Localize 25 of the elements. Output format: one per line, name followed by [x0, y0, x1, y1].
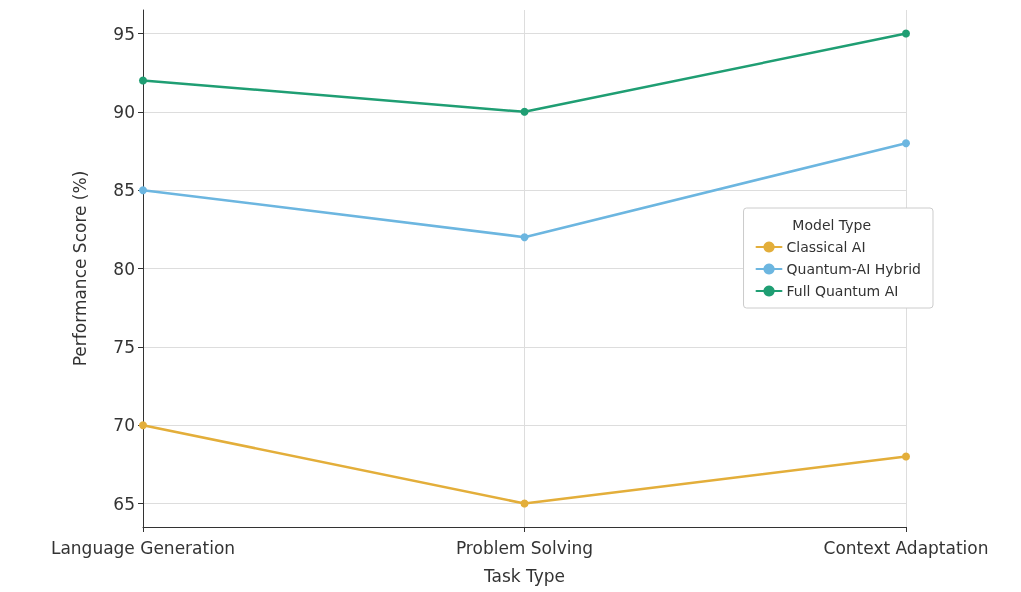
- legend-label: Full Quantum AI: [786, 283, 899, 299]
- x-tick-label: Language Generation: [50, 537, 236, 558]
- x-tick-label: Context Adaptation: [823, 537, 989, 558]
- y-tick-label: 95: [113, 23, 135, 44]
- y-tick-label: 85: [113, 180, 135, 201]
- point: [139, 421, 147, 430]
- point: [520, 499, 529, 508]
- point: [520, 107, 529, 116]
- point: [139, 76, 147, 85]
- legend-title: Model Type: [792, 217, 871, 233]
- point: [902, 452, 910, 461]
- legend-label: Classical AI: [786, 239, 866, 255]
- y-tick-label: 70: [113, 415, 135, 436]
- point: [139, 186, 147, 195]
- point: [902, 29, 910, 38]
- y-tick-label: 75: [113, 336, 135, 357]
- y-tick-label: 80: [113, 258, 135, 279]
- x-axis-title: Task Type: [482, 565, 566, 586]
- legend-label: Quantum-AI Hybrid: [786, 261, 922, 277]
- y-tick-label: 65: [113, 493, 135, 514]
- y-tick-label: 90: [113, 101, 135, 122]
- point: [520, 233, 529, 242]
- x-tick-label: Problem Solving: [455, 537, 594, 558]
- point: [902, 139, 910, 148]
- y-axis-title: Performance Score (%): [69, 170, 90, 367]
